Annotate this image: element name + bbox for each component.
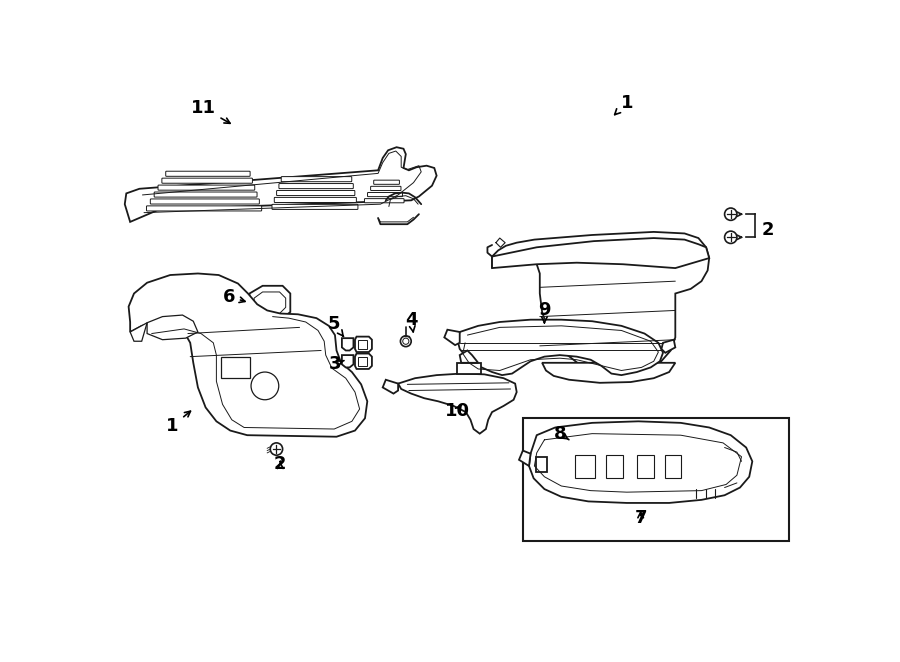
Polygon shape	[254, 292, 285, 314]
FancyBboxPatch shape	[371, 186, 401, 191]
Polygon shape	[457, 320, 663, 375]
Text: 5: 5	[328, 315, 344, 336]
Polygon shape	[355, 336, 372, 352]
FancyBboxPatch shape	[281, 177, 352, 181]
Polygon shape	[342, 338, 354, 350]
Polygon shape	[662, 340, 675, 353]
Text: 2: 2	[761, 220, 774, 238]
Text: 10: 10	[445, 402, 470, 420]
Polygon shape	[342, 355, 354, 367]
Bar	[523, 418, 788, 542]
Polygon shape	[542, 363, 675, 383]
Polygon shape	[575, 455, 595, 479]
Polygon shape	[125, 147, 436, 222]
Circle shape	[724, 231, 737, 244]
FancyBboxPatch shape	[162, 178, 252, 183]
FancyBboxPatch shape	[367, 193, 402, 197]
Polygon shape	[221, 357, 249, 378]
Polygon shape	[445, 330, 460, 345]
Text: 9: 9	[538, 301, 551, 323]
Polygon shape	[129, 273, 367, 437]
Text: 8: 8	[554, 424, 569, 443]
Circle shape	[724, 208, 737, 220]
FancyBboxPatch shape	[166, 171, 250, 176]
Text: 7: 7	[634, 509, 647, 528]
Polygon shape	[355, 354, 372, 369]
Text: 3: 3	[328, 355, 344, 373]
Polygon shape	[637, 455, 653, 479]
FancyBboxPatch shape	[274, 197, 356, 203]
Polygon shape	[492, 232, 709, 373]
Polygon shape	[664, 455, 681, 479]
FancyBboxPatch shape	[276, 191, 355, 195]
FancyBboxPatch shape	[154, 192, 257, 197]
FancyBboxPatch shape	[150, 199, 259, 204]
Text: 11: 11	[191, 99, 230, 123]
FancyBboxPatch shape	[147, 206, 262, 211]
Polygon shape	[606, 455, 623, 479]
Circle shape	[400, 336, 411, 347]
Polygon shape	[492, 238, 709, 268]
Polygon shape	[460, 350, 478, 363]
FancyBboxPatch shape	[158, 185, 255, 190]
Text: 6: 6	[222, 287, 245, 306]
Circle shape	[270, 443, 283, 455]
Text: 1: 1	[615, 93, 633, 115]
Polygon shape	[519, 451, 530, 466]
Polygon shape	[130, 323, 147, 341]
Polygon shape	[529, 421, 752, 503]
Polygon shape	[536, 457, 547, 472]
FancyBboxPatch shape	[279, 183, 354, 189]
Text: 2: 2	[274, 455, 286, 473]
Polygon shape	[382, 380, 398, 394]
Polygon shape	[398, 373, 517, 434]
Text: 1: 1	[166, 411, 191, 435]
Polygon shape	[358, 357, 367, 366]
FancyBboxPatch shape	[374, 180, 400, 184]
Polygon shape	[457, 363, 481, 373]
Text: 4: 4	[405, 310, 418, 332]
Polygon shape	[249, 286, 291, 318]
FancyBboxPatch shape	[272, 205, 358, 209]
Polygon shape	[147, 315, 198, 340]
Polygon shape	[358, 340, 367, 349]
FancyBboxPatch shape	[364, 199, 404, 203]
